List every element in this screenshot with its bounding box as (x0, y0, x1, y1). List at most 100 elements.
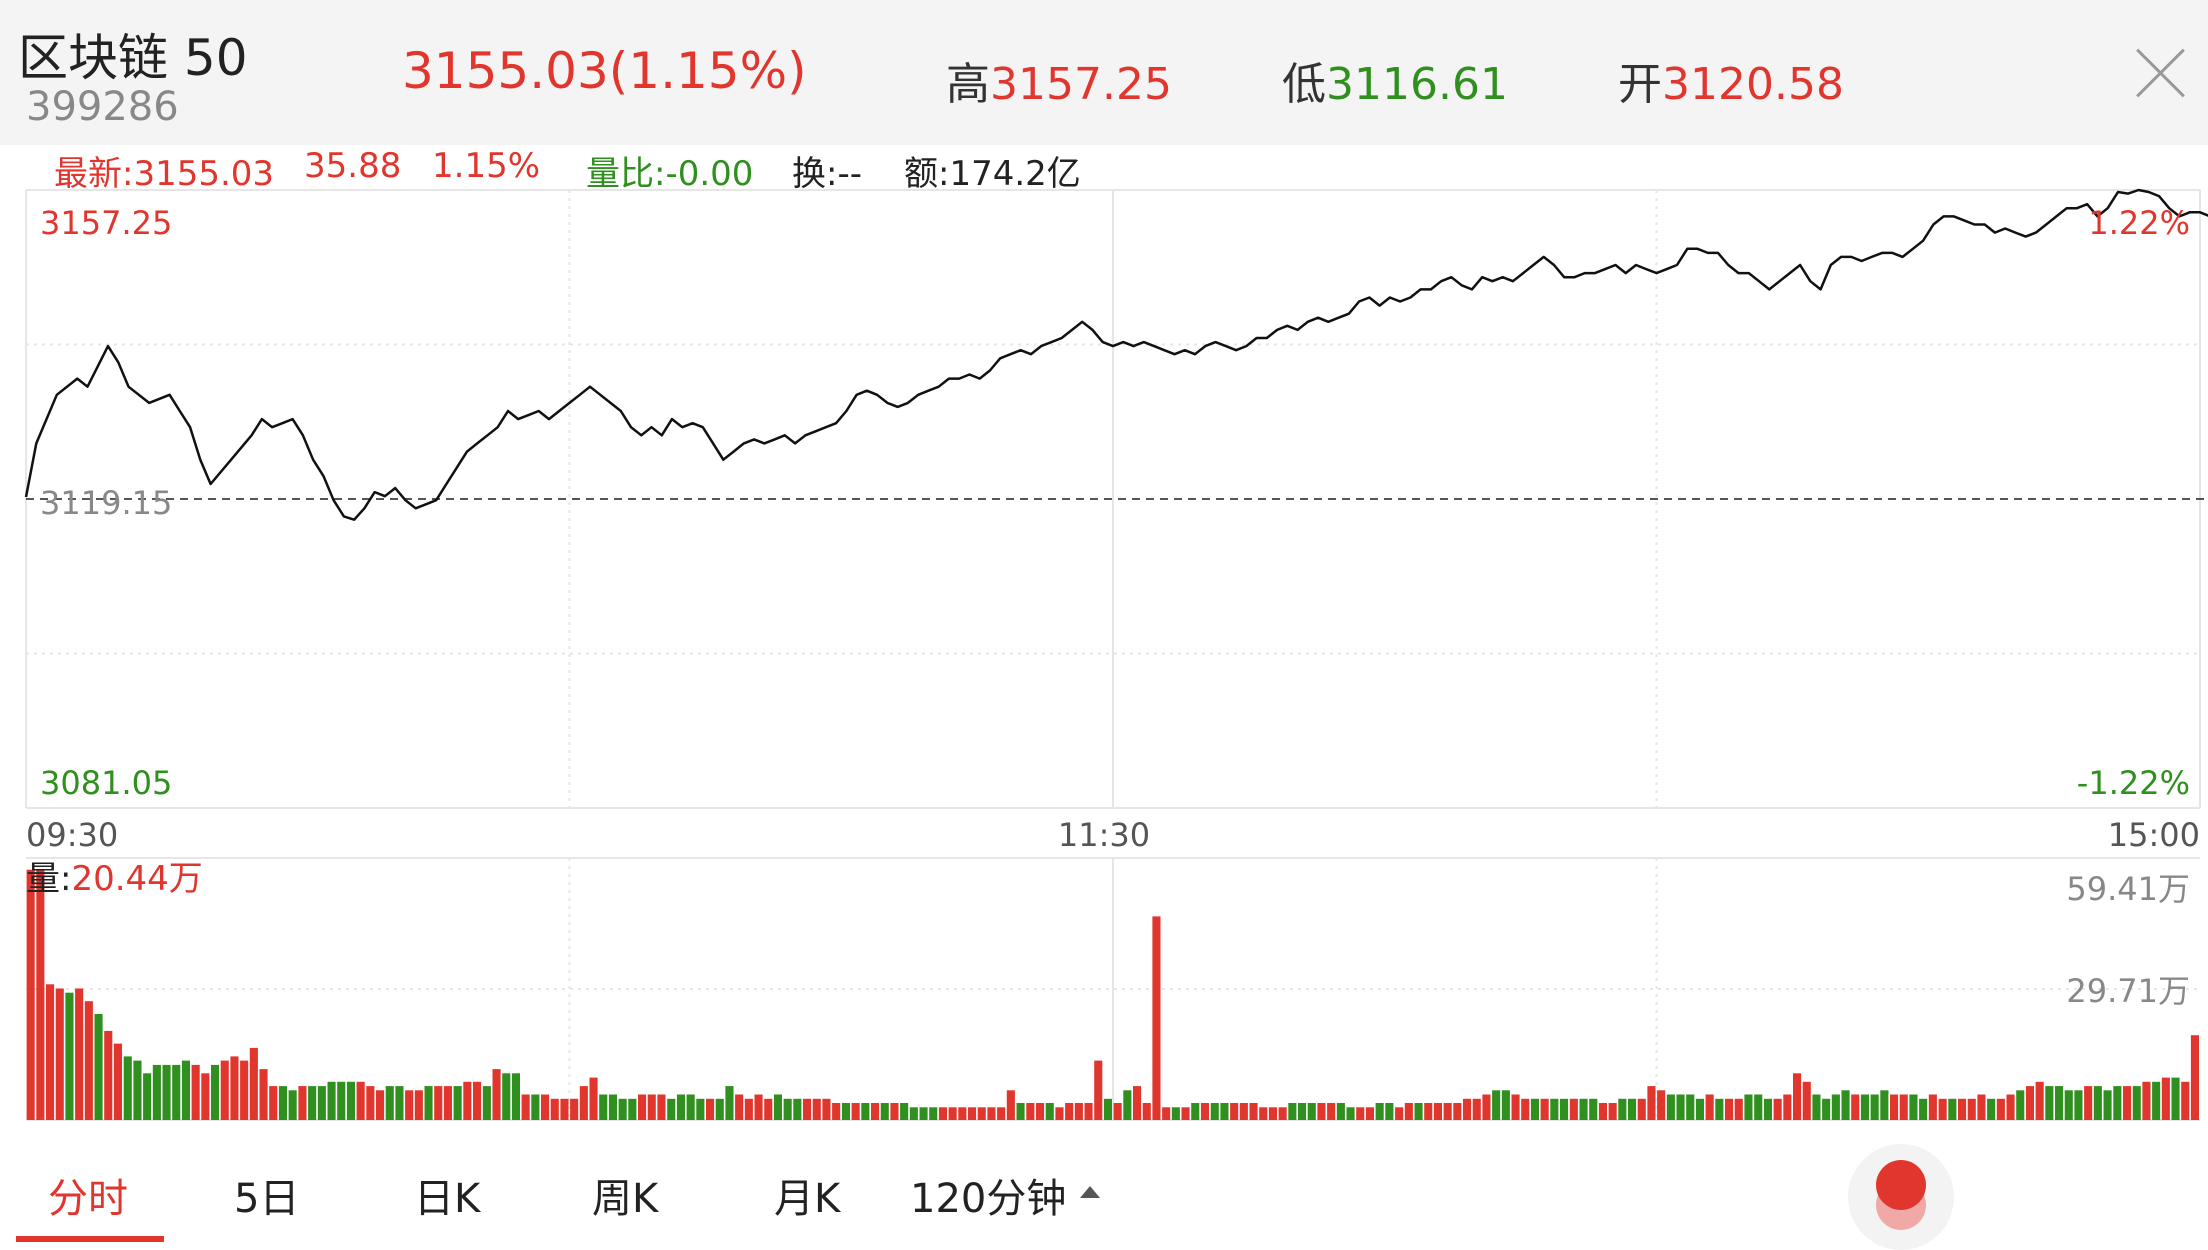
volume-bar (1880, 1090, 1889, 1120)
volume-bar (1220, 1103, 1229, 1120)
volume-bar (1346, 1107, 1355, 1120)
volume-bar (1890, 1094, 1899, 1120)
volume-bar (1239, 1103, 1248, 1120)
volume-bar (812, 1098, 821, 1120)
volume-mid-label: 29.71万 (2066, 972, 2190, 1010)
volume-bar (706, 1098, 715, 1120)
volume-value: 20.44万 (71, 859, 202, 899)
tab-weekly-k[interactable]: 周K (592, 1176, 659, 1222)
volume-bar (1278, 1107, 1287, 1120)
volume-bar (1123, 1090, 1132, 1120)
volume-bar (1909, 1094, 1918, 1120)
volume-bar (453, 1086, 462, 1120)
volume-bar (113, 1043, 122, 1120)
volume-bar (550, 1098, 559, 1120)
volume-bar (1647, 1086, 1656, 1120)
volume-bar (521, 1094, 530, 1120)
volume-bar (1414, 1103, 1423, 1120)
volume-bar (1618, 1098, 1627, 1120)
volume-bar (1404, 1103, 1413, 1120)
caret-up-icon[interactable] (1080, 1186, 1100, 1198)
tab-daily-k[interactable]: 日K (414, 1176, 481, 1222)
volume-bar (1860, 1094, 1869, 1120)
volume-bar (463, 1081, 472, 1120)
volume-bar (1948, 1098, 1957, 1120)
volume-bar (1356, 1107, 1365, 1120)
volume-bar (900, 1103, 909, 1120)
volume-bar (1870, 1094, 1879, 1120)
volume-bar (249, 1047, 258, 1120)
tab-monthly-k[interactable]: 月K (774, 1176, 841, 1222)
volume-bar (395, 1086, 404, 1120)
open-value: 3120.58 (1662, 59, 1844, 110)
volume-bar (735, 1094, 744, 1120)
volume-bar (579, 1086, 588, 1120)
volume-bar (1317, 1103, 1326, 1120)
volume-bar (1424, 1103, 1433, 1120)
volume-bar (1977, 1094, 1986, 1120)
volume-bar (2113, 1086, 2122, 1120)
volume-bar (414, 1090, 423, 1120)
volume-bar (1841, 1090, 1850, 1120)
volume-bar (152, 1064, 161, 1120)
volume-bar (638, 1094, 647, 1120)
y-max-label: 3157.25 (40, 204, 172, 242)
volume-bar (65, 992, 74, 1120)
volume-bars (26, 869, 2199, 1120)
y-ref-label: 3119.15 (40, 484, 172, 522)
volume-bar (2045, 1086, 2054, 1120)
volume-bar (2171, 1077, 2180, 1120)
time-end-label: 15:00 (2108, 816, 2200, 854)
volume-bar (1307, 1103, 1316, 1120)
volume-bar (1472, 1098, 1481, 1120)
volume-bar (172, 1064, 181, 1120)
volume-bar (317, 1086, 326, 1120)
volume-bar (2190, 1035, 2199, 1120)
volume-bar (443, 1086, 452, 1120)
volume-bar (376, 1090, 385, 1120)
volume-bar (1666, 1094, 1675, 1120)
index-name: 区块链 50 (18, 29, 248, 87)
tab-5day[interactable]: 5日 (234, 1176, 300, 1222)
volume-bar (560, 1098, 569, 1120)
current-price: 3155.03 (402, 42, 609, 100)
volume-bar (84, 1001, 93, 1120)
volume-bar (1676, 1094, 1685, 1120)
volume-bar (1657, 1090, 1666, 1120)
volume-bar (1094, 1060, 1103, 1120)
volume-bar (201, 1073, 210, 1120)
open-label: 开 (1618, 59, 1662, 110)
volume-bar (2084, 1086, 2093, 1120)
volume-bar (1530, 1098, 1539, 1120)
volume-bar (298, 1086, 307, 1120)
volume-bar (948, 1107, 957, 1120)
volume-bar (531, 1094, 540, 1120)
active-tab-indicator (16, 1236, 164, 1242)
volume-bar (1365, 1107, 1374, 1120)
volume-bar (240, 1060, 249, 1120)
volume-bar (608, 1094, 617, 1120)
time-start-label: 09:30 (26, 816, 118, 854)
volume-bar (1230, 1103, 1239, 1120)
chart-grid (25, 189, 2201, 1121)
volume-bar (1579, 1098, 1588, 1120)
tab-intraday[interactable]: 分时 (48, 1176, 128, 1222)
volume-bar (1550, 1098, 1559, 1120)
volume-bar (1162, 1107, 1171, 1120)
volume-bar (1259, 1107, 1268, 1120)
volume-bar (1210, 1103, 1219, 1120)
volume-bar (822, 1098, 831, 1120)
tab-120min[interactable]: 120分钟 (910, 1176, 1067, 1222)
volume-bar (1501, 1090, 1510, 1120)
volume-bar (1327, 1103, 1336, 1120)
volume-bar (2064, 1090, 2073, 1120)
volume-bar (696, 1098, 705, 1120)
volume-bar (424, 1086, 433, 1120)
volume-bar (1793, 1073, 1802, 1120)
volume-bar (1967, 1098, 1976, 1120)
volume-bar (1686, 1094, 1695, 1120)
volume-bar (1152, 916, 1161, 1120)
volume-bar (783, 1098, 792, 1120)
volume-bar (1928, 1094, 1937, 1120)
